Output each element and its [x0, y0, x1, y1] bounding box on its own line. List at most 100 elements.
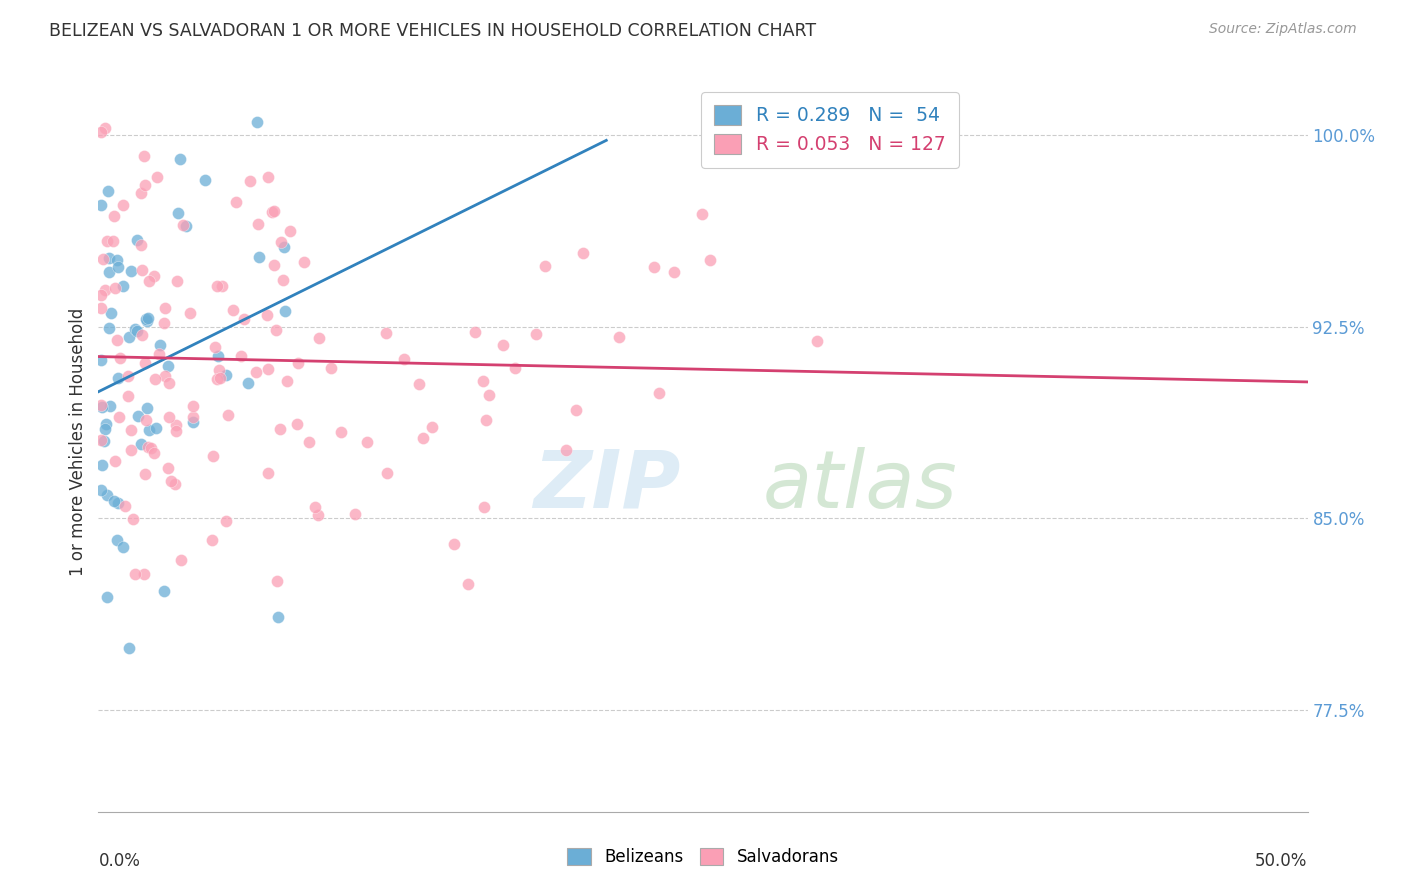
- Point: [270, 235, 292, 249]
- Point: [117, 389, 139, 403]
- Point: [247, 250, 270, 264]
- Point: [225, 195, 247, 210]
- Point: [105, 252, 128, 267]
- Point: [160, 474, 183, 488]
- Point: [412, 431, 434, 445]
- Point: [138, 274, 160, 288]
- Point: [98, 252, 121, 266]
- Point: [246, 115, 269, 129]
- Point: [239, 174, 262, 188]
- Point: [157, 461, 180, 475]
- Point: [120, 423, 142, 437]
- Point: [257, 467, 280, 481]
- Point: [307, 508, 329, 522]
- Point: [273, 240, 295, 254]
- Point: [120, 442, 142, 457]
- Point: [263, 204, 285, 219]
- Point: [96, 417, 118, 431]
- Point: [134, 178, 156, 192]
- Point: [131, 238, 153, 252]
- Point: [107, 496, 129, 510]
- Point: [136, 401, 159, 415]
- Point: [285, 417, 308, 432]
- Point: [90, 301, 112, 315]
- Point: [90, 125, 112, 139]
- Point: [105, 333, 128, 347]
- Point: [153, 368, 176, 383]
- Point: [94, 120, 117, 135]
- Point: [201, 533, 224, 548]
- Text: Source: ZipAtlas.com: Source: ZipAtlas.com: [1209, 22, 1357, 37]
- Point: [205, 372, 228, 386]
- Point: [125, 233, 148, 247]
- Point: [134, 467, 156, 481]
- Point: [287, 356, 309, 370]
- Point: [278, 224, 301, 238]
- Point: [153, 584, 176, 599]
- Point: [170, 552, 193, 566]
- Point: [304, 500, 326, 514]
- Point: [464, 325, 486, 339]
- Point: [420, 420, 443, 434]
- Point: [166, 206, 188, 220]
- Point: [157, 409, 180, 424]
- Point: [157, 376, 180, 391]
- Text: 0.0%: 0.0%: [98, 853, 141, 871]
- Point: [262, 205, 284, 219]
- Point: [343, 507, 366, 521]
- Point: [256, 309, 278, 323]
- Point: [572, 246, 595, 260]
- Point: [298, 435, 321, 450]
- Point: [98, 265, 121, 279]
- Point: [222, 302, 245, 317]
- Point: [148, 347, 170, 361]
- Point: [662, 265, 685, 279]
- Point: [179, 306, 201, 320]
- Point: [134, 566, 156, 581]
- Point: [163, 476, 186, 491]
- Point: [136, 314, 159, 328]
- Point: [478, 388, 501, 402]
- Point: [153, 301, 176, 315]
- Point: [90, 352, 112, 367]
- Point: [90, 197, 112, 211]
- Point: [269, 422, 291, 436]
- Point: [100, 306, 122, 320]
- Point: [609, 330, 631, 344]
- Point: [472, 500, 495, 515]
- Point: [135, 312, 157, 326]
- Point: [475, 413, 498, 427]
- Point: [194, 172, 217, 186]
- Point: [204, 340, 226, 354]
- Point: [276, 374, 298, 388]
- Point: [143, 446, 166, 460]
- Point: [90, 458, 112, 472]
- Point: [172, 218, 194, 232]
- Point: [245, 365, 267, 379]
- Point: [131, 327, 153, 342]
- Point: [533, 260, 555, 274]
- Point: [139, 442, 162, 456]
- Point: [229, 350, 252, 364]
- Point: [142, 268, 165, 283]
- Point: [105, 533, 128, 547]
- Point: [524, 327, 547, 342]
- Point: [93, 434, 115, 449]
- Point: [98, 320, 121, 334]
- Point: [292, 255, 315, 269]
- Point: [145, 420, 167, 434]
- Point: [112, 279, 135, 293]
- Point: [181, 410, 204, 425]
- Point: [505, 360, 527, 375]
- Point: [96, 234, 118, 248]
- Y-axis label: 1 or more Vehicles in Household: 1 or more Vehicles in Household: [69, 308, 87, 575]
- Point: [136, 310, 159, 325]
- Point: [118, 641, 141, 656]
- Point: [165, 418, 187, 433]
- Point: [117, 369, 139, 384]
- Point: [246, 217, 269, 231]
- Point: [98, 399, 121, 413]
- Point: [153, 316, 176, 330]
- Point: [103, 494, 125, 508]
- Point: [202, 449, 225, 463]
